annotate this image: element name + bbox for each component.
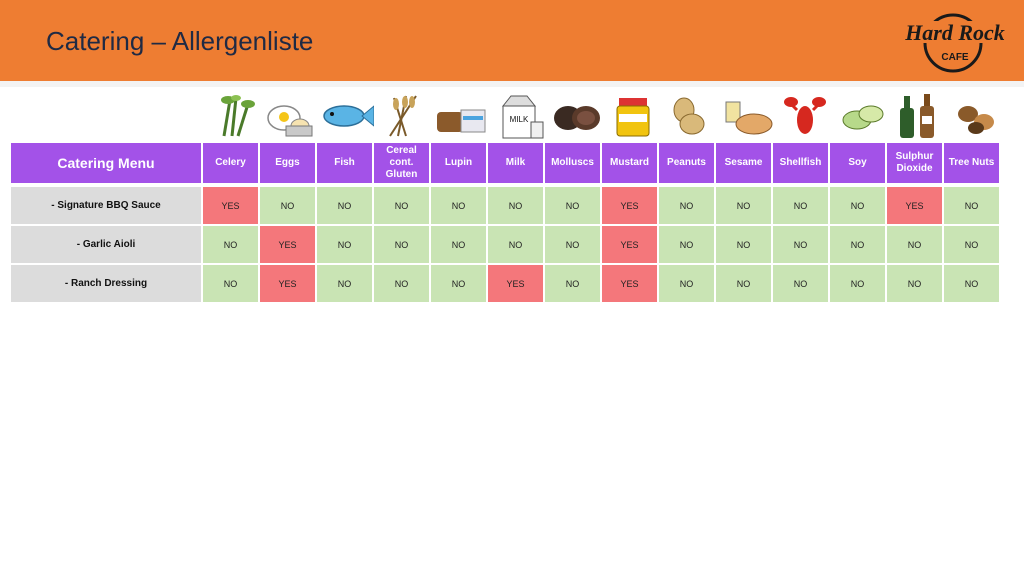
column-header-celery: Celery bbox=[203, 143, 258, 183]
mustard-jar-icon bbox=[605, 92, 661, 140]
wheat-icon bbox=[376, 92, 432, 140]
allergen-cell: NO bbox=[830, 265, 885, 302]
table-row: - Signature BBQ Sauce YES NO NO NO NO NO NO YES N… bbox=[11, 187, 999, 224]
menu-item-name: - Ranch Dressing bbox=[11, 265, 201, 302]
allergen-cell: YES bbox=[488, 265, 543, 302]
column-header-cereal-gluten: Cereal cont. Gluten bbox=[374, 143, 429, 183]
header-shadow bbox=[0, 81, 1024, 87]
allergen-cell: NO bbox=[773, 187, 828, 224]
celery-icon bbox=[204, 92, 260, 140]
allergen-icons-row: MILK bbox=[0, 92, 1024, 140]
column-header-mustard: Mustard bbox=[602, 143, 657, 183]
column-header-milk: Milk bbox=[488, 143, 543, 183]
allergen-cell: NO bbox=[317, 187, 372, 224]
menu-item-name: - Signature BBQ Sauce bbox=[11, 187, 201, 224]
tree-nuts-icon bbox=[950, 92, 1006, 140]
lobster-icon bbox=[777, 92, 833, 140]
column-header-lupin: Lupin bbox=[431, 143, 486, 183]
peanut-icon bbox=[662, 92, 718, 140]
allergen-cell: NO bbox=[431, 187, 486, 224]
allergen-cell: NO bbox=[659, 226, 714, 263]
allergen-cell: YES bbox=[260, 265, 315, 302]
soybean-icon bbox=[835, 92, 891, 140]
mussel-icon bbox=[548, 92, 604, 140]
allergen-cell: NO bbox=[887, 226, 942, 263]
catering-menu-header: Catering Menu bbox=[11, 143, 201, 183]
column-header-eggs: Eggs bbox=[260, 143, 315, 183]
eggs-icon bbox=[262, 92, 318, 140]
allergen-cell: NO bbox=[773, 226, 828, 263]
table-row: - Garlic Aioli NO YES NO NO NO NO NO YES NO NO NO NO… bbox=[11, 226, 999, 263]
allergen-cell: YES bbox=[260, 226, 315, 263]
table-row: - Ranch Dressing NO YES NO NO NO YES NO YES NO NO N… bbox=[11, 265, 999, 302]
hard-rock-cafe-logo: Hard Rock CAFE bbox=[900, 8, 1010, 74]
column-header-sulphur-dioxide: Sulphur Dioxide bbox=[887, 143, 942, 183]
allergen-cell: NO bbox=[944, 226, 999, 263]
allergen-table: Catering Menu Celery Eggs Fish Cereal co… bbox=[9, 141, 1001, 304]
allergen-cell: NO bbox=[374, 265, 429, 302]
allergen-cell: YES bbox=[602, 265, 657, 302]
allergen-cell: NO bbox=[659, 265, 714, 302]
table-header-row: Catering Menu Celery Eggs Fish Cereal co… bbox=[11, 143, 999, 183]
allergen-cell: NO bbox=[944, 187, 999, 224]
allergen-cell: NO bbox=[830, 226, 885, 263]
allergen-cell: NO bbox=[260, 187, 315, 224]
allergen-cell: NO bbox=[944, 265, 999, 302]
column-header-shellfish: Shellfish bbox=[773, 143, 828, 183]
svg-text:CAFE: CAFE bbox=[941, 52, 969, 63]
menu-item-name: - Garlic Aioli bbox=[11, 226, 201, 263]
allergen-cell: YES bbox=[602, 187, 657, 224]
allergen-cell: NO bbox=[716, 265, 771, 302]
column-header-soy: Soy bbox=[830, 143, 885, 183]
allergen-cell: NO bbox=[545, 187, 600, 224]
fish-icon bbox=[318, 92, 374, 140]
allergen-cell: NO bbox=[830, 187, 885, 224]
allergen-cell: NO bbox=[773, 265, 828, 302]
svg-text:Hard Rock: Hard Rock bbox=[904, 20, 1005, 45]
svg-text:MILK: MILK bbox=[510, 115, 529, 124]
allergen-cell: YES bbox=[887, 187, 942, 224]
allergen-cell: NO bbox=[716, 187, 771, 224]
allergen-cell: NO bbox=[317, 226, 372, 263]
column-header-molluscs: Molluscs bbox=[545, 143, 600, 183]
allergen-cell: YES bbox=[602, 226, 657, 263]
column-header-sesame: Sesame bbox=[716, 143, 771, 183]
allergen-cell: NO bbox=[659, 187, 714, 224]
allergen-cell: NO bbox=[716, 226, 771, 263]
allergen-cell: NO bbox=[488, 187, 543, 224]
bread-icon bbox=[433, 92, 489, 140]
allergen-cell: NO bbox=[887, 265, 942, 302]
allergen-cell: NO bbox=[203, 265, 258, 302]
allergen-cell: NO bbox=[317, 265, 372, 302]
allergen-cell: NO bbox=[545, 226, 600, 263]
column-header-fish: Fish bbox=[317, 143, 372, 183]
header-bar: Catering – Allergenliste Hard Rock CAFE bbox=[0, 0, 1024, 81]
page-title: Catering – Allergenliste bbox=[46, 26, 314, 56]
allergen-cell: YES bbox=[203, 187, 258, 224]
wine-bottle-icon bbox=[892, 92, 948, 140]
sesame-bread-icon bbox=[720, 92, 776, 140]
allergen-cell: NO bbox=[488, 226, 543, 263]
allergen-cell: NO bbox=[374, 226, 429, 263]
column-header-peanuts: Peanuts bbox=[659, 143, 714, 183]
allergen-cell: NO bbox=[374, 187, 429, 224]
allergen-cell: NO bbox=[545, 265, 600, 302]
column-header-tree-nuts: Tree Nuts bbox=[944, 143, 999, 183]
allergen-cell: NO bbox=[431, 226, 486, 263]
milk-carton-icon: MILK bbox=[491, 92, 547, 140]
allergen-cell: NO bbox=[203, 226, 258, 263]
allergen-cell: NO bbox=[431, 265, 486, 302]
